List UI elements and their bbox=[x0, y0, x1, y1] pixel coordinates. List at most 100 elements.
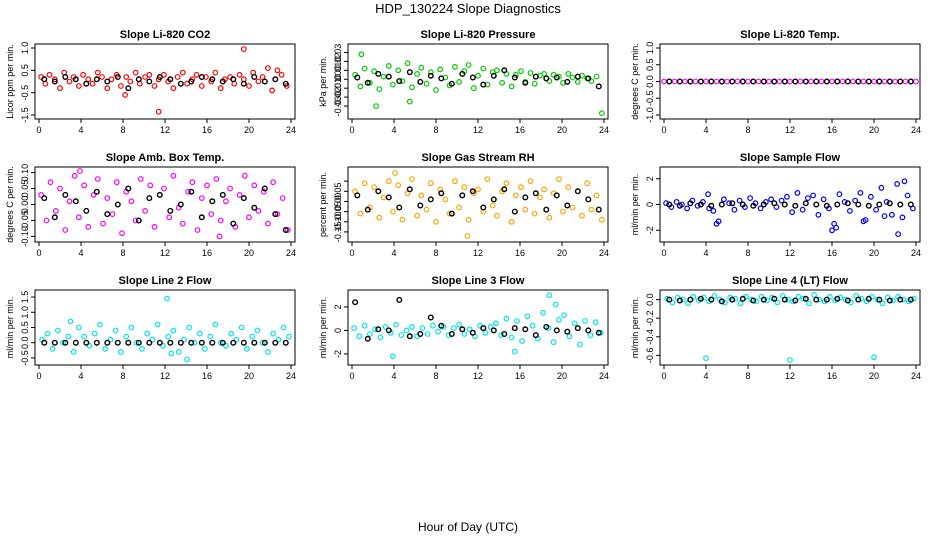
mean-point bbox=[697, 295, 704, 302]
data-point bbox=[566, 333, 573, 340]
y-tick-label: -2 bbox=[645, 226, 655, 234]
data-point bbox=[81, 333, 88, 340]
data-point bbox=[414, 212, 421, 219]
data-point bbox=[128, 198, 135, 205]
mean-point bbox=[792, 297, 799, 304]
mean-point bbox=[771, 295, 778, 302]
data-point bbox=[96, 321, 103, 328]
x-tick-label: 16 bbox=[827, 125, 837, 135]
y-tick-label: 2 bbox=[645, 176, 655, 181]
mean-point bbox=[501, 331, 508, 338]
mean-point bbox=[886, 297, 893, 304]
mean-point bbox=[501, 186, 508, 193]
mean-point bbox=[282, 226, 289, 233]
data-point bbox=[361, 180, 368, 187]
data-point bbox=[286, 333, 292, 340]
mean-point bbox=[459, 70, 466, 77]
y-tick-label: -0.2 bbox=[645, 310, 655, 326]
x-tick-label: 4 bbox=[78, 371, 83, 381]
mean-point bbox=[104, 78, 111, 85]
data-point bbox=[900, 296, 907, 303]
data-point bbox=[149, 336, 156, 343]
data-point bbox=[65, 333, 72, 340]
data-point bbox=[123, 74, 130, 80]
mean-point bbox=[406, 186, 413, 193]
data-point bbox=[409, 84, 415, 91]
x-axis: 0 4 8 12 16 20 24 bbox=[36, 242, 296, 258]
mean-point bbox=[438, 75, 445, 82]
x-tick-label: 16 bbox=[202, 125, 212, 135]
data-point bbox=[238, 324, 245, 331]
data-point bbox=[193, 71, 200, 78]
data-point bbox=[138, 345, 145, 352]
data-point bbox=[254, 327, 261, 334]
mean-point bbox=[209, 339, 216, 346]
data-point bbox=[409, 176, 415, 183]
x-tick-label: 0 bbox=[36, 371, 41, 381]
mean-point bbox=[385, 194, 392, 201]
data-point bbox=[546, 214, 553, 221]
mean-point bbox=[156, 73, 163, 80]
data-point bbox=[85, 223, 92, 230]
data-point bbox=[371, 184, 378, 191]
mean-point bbox=[261, 339, 268, 346]
mean-point bbox=[72, 76, 79, 83]
panel-5: Slope Gas Stream RH0 4 8 12 16 20 240.050.00-0… bbox=[318, 152, 609, 258]
panel-4: Slope Amb. Box Temp.0 4 8 12 16 20 240.100.050… bbox=[5, 152, 296, 258]
mean-point bbox=[687, 78, 694, 85]
data-point bbox=[70, 349, 77, 355]
mean-point bbox=[219, 78, 226, 85]
mean-point bbox=[490, 196, 497, 203]
mean-point bbox=[198, 339, 205, 346]
mean-point bbox=[553, 192, 560, 199]
data-point bbox=[799, 206, 806, 213]
data-point bbox=[531, 80, 538, 87]
data-point bbox=[433, 218, 439, 225]
data-point bbox=[475, 72, 481, 79]
data-point bbox=[390, 81, 396, 88]
data-point bbox=[71, 172, 78, 179]
data-point bbox=[212, 321, 219, 328]
mean-point bbox=[708, 202, 715, 209]
x-tick-label: 12 bbox=[785, 248, 795, 258]
x-tick-label: 16 bbox=[827, 371, 837, 381]
data-point bbox=[409, 324, 415, 330]
data-point bbox=[113, 179, 120, 186]
mean-point bbox=[771, 78, 778, 85]
data-point bbox=[191, 339, 198, 346]
mean-point bbox=[708, 78, 715, 85]
series-hourly-means bbox=[354, 67, 602, 90]
data-point bbox=[392, 170, 399, 176]
data-point bbox=[201, 345, 208, 352]
data-point bbox=[787, 357, 793, 364]
data-point bbox=[694, 202, 701, 209]
data-point bbox=[390, 208, 396, 215]
mean-point bbox=[272, 76, 279, 83]
panel-title: Slope Line 3 Flow bbox=[432, 275, 525, 287]
mean-point bbox=[781, 201, 788, 208]
data-point bbox=[423, 80, 430, 87]
panel-points bbox=[38, 46, 290, 115]
mean-point bbox=[729, 296, 736, 303]
mean-point bbox=[385, 327, 392, 334]
data-point bbox=[249, 333, 256, 340]
data-point bbox=[104, 195, 111, 202]
x-axis: 0 4 8 12 16 20 24 bbox=[661, 119, 921, 135]
data-point bbox=[768, 196, 774, 203]
data-point bbox=[764, 297, 770, 304]
y-axis: 0.050.00-0.05-0.10-0.15 bbox=[333, 180, 348, 242]
mean-point bbox=[666, 296, 673, 303]
mean-point bbox=[427, 196, 434, 203]
data-point bbox=[427, 180, 434, 187]
mean-point bbox=[813, 78, 820, 85]
data-point bbox=[77, 168, 83, 174]
data-point bbox=[737, 300, 744, 307]
data-point bbox=[795, 293, 802, 300]
data-point bbox=[390, 353, 396, 360]
mean-point bbox=[156, 191, 163, 198]
data-point bbox=[246, 83, 252, 89]
mean-point bbox=[834, 78, 841, 85]
x-axis: 0 4 8 12 16 20 24 bbox=[349, 242, 609, 258]
